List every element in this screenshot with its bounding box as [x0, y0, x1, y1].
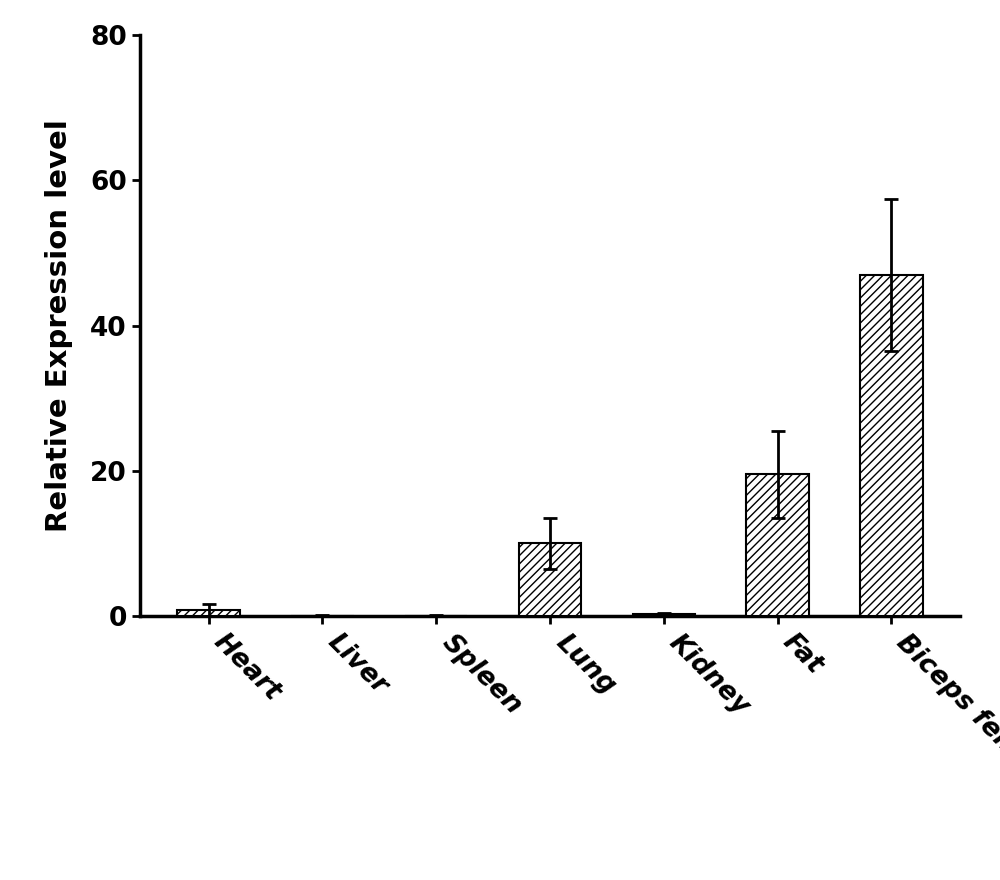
- Bar: [860, 275, 923, 616]
- Bar: [746, 474, 809, 616]
- Y-axis label: Relative Expression level: Relative Expression level: [45, 119, 73, 532]
- Bar: [519, 543, 581, 616]
- Bar: [177, 610, 240, 616]
- Bar: [633, 614, 695, 616]
